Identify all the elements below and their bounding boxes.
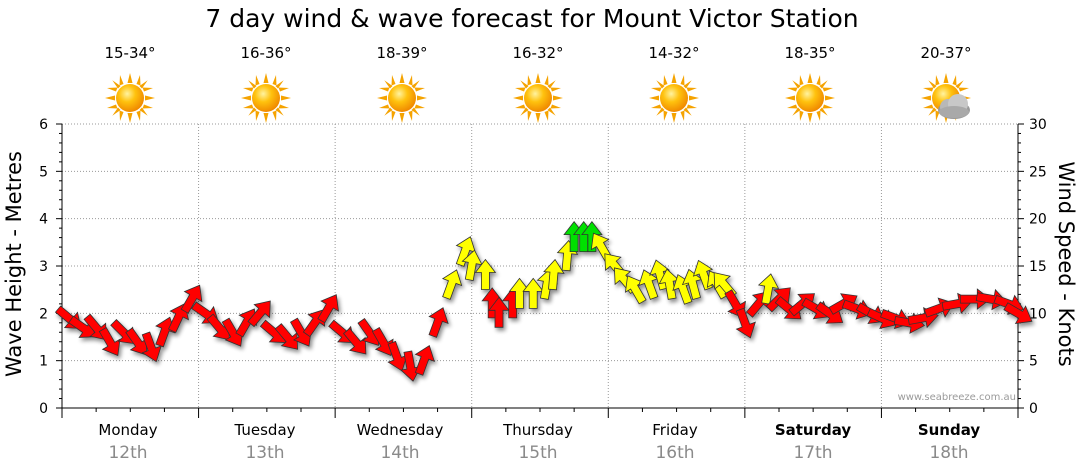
wind-arrow	[474, 258, 497, 290]
right-tick-label: 20	[1029, 212, 1047, 228]
wind-arrow	[180, 284, 203, 314]
date-label-18th: 18th	[929, 443, 968, 463]
left-tick-labels: 0 1 2 3 4 5 6	[39, 117, 48, 417]
day-forecast-5: 18-35°	[742, 44, 878, 124]
wind-arrow	[371, 327, 394, 357]
right-tick-label: 30	[1029, 117, 1047, 133]
right-tick-label: 25	[1029, 164, 1047, 180]
wind-arrow	[317, 294, 339, 324]
day-forecast-1: 16-36°	[198, 44, 334, 124]
y-axis-title-right: Wind Speed - Knots	[1054, 161, 1078, 366]
left-tick-label: 3	[39, 259, 48, 275]
day-forecast-2: 18-39°	[334, 44, 470, 124]
temperature-range: 18-39°	[376, 44, 428, 62]
day-label-friday: Friday	[652, 421, 698, 439]
day-label-sunday: Sunday	[918, 421, 981, 439]
right-tick-label: 5	[1029, 354, 1038, 370]
right-tick-labels: 0 5 10 15 20 25 30	[1029, 117, 1047, 417]
left-tick-label: 4	[39, 212, 48, 228]
wind-arrow	[274, 323, 299, 350]
temperature-range: 20-37°	[920, 44, 972, 62]
wind-arrow	[342, 327, 367, 355]
temperature-range: 14-32°	[648, 44, 700, 62]
left-tick-label: 2	[39, 306, 48, 322]
wind-arrow	[735, 307, 756, 339]
day-label-wednesday: Wednesday	[357, 421, 444, 439]
wind-arrow	[141, 331, 162, 363]
right-tick-label: 0	[1029, 401, 1038, 417]
wind-arrow	[98, 327, 121, 357]
date-label-12th: 12th	[108, 443, 147, 463]
wind-arrow	[581, 220, 603, 253]
day-label-thursday: Thursday	[502, 421, 573, 439]
chart-title: 7 day wind & wave forecast for Mount Vic…	[205, 4, 859, 33]
day-label-tuesday: Tuesday	[233, 421, 295, 439]
day-labels: Monday 12th Tuesday 13th Wednesday 14th …	[98, 421, 980, 463]
wind-arrow	[543, 258, 565, 291]
wind-arrow	[522, 277, 545, 309]
y-axis-title-left: Wave Height - Metres	[2, 151, 26, 377]
wind-arrows	[54, 220, 1033, 382]
chart-axes	[56, 123, 1024, 418]
chart-grid	[62, 123, 1018, 408]
date-label-15th: 15th	[518, 443, 557, 463]
wind-arrow	[488, 296, 510, 328]
day-forecast-4: 14-32°	[606, 44, 742, 124]
wind-arrow	[428, 307, 449, 338]
right-tick-label: 10	[1029, 306, 1047, 322]
day-label-saturday: Saturday	[775, 421, 852, 439]
credit-text: www.seabreeze.com.au	[898, 392, 1016, 403]
temperature-range: 15-34°	[104, 44, 156, 62]
wind-arrow	[155, 316, 176, 348]
temperature-range: 18-35°	[784, 44, 836, 62]
day-forecast-6: 20-37°	[878, 44, 1014, 124]
left-tick-label: 6	[39, 117, 48, 133]
date-label-13th: 13th	[245, 443, 284, 463]
temperature-range: 16-32°	[512, 44, 564, 62]
day-forecast-3: 16-32°	[470, 44, 606, 124]
right-tick-label: 15	[1029, 259, 1047, 275]
date-label-14th: 14th	[380, 443, 419, 463]
day-forecast-0: 15-34°	[62, 44, 198, 124]
temperature-range: 16-36°	[240, 44, 292, 62]
wind-arrow	[247, 300, 271, 328]
wind-arrow	[414, 345, 435, 376]
date-label-17th: 17th	[793, 443, 832, 463]
wind-arrow	[757, 273, 780, 305]
date-label-16th: 16th	[655, 443, 694, 463]
wind-arrow	[441, 269, 463, 300]
left-tick-label: 1	[39, 354, 48, 370]
day-label-monday: Monday	[98, 421, 157, 439]
sun-cloud-icon	[920, 72, 972, 124]
left-tick-label: 5	[39, 164, 48, 180]
left-tick-label: 0	[39, 401, 48, 417]
wind-arrow	[1003, 302, 1033, 324]
